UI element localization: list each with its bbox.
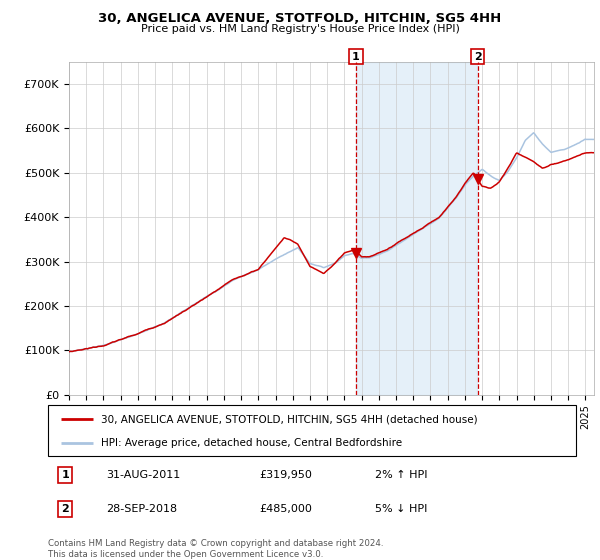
Text: 1: 1 <box>61 470 69 480</box>
Text: 1: 1 <box>352 52 360 62</box>
Text: £319,950: £319,950 <box>259 470 312 480</box>
Text: 31-AUG-2011: 31-AUG-2011 <box>106 470 181 480</box>
Text: 28-SEP-2018: 28-SEP-2018 <box>106 503 177 514</box>
Text: 2: 2 <box>61 503 69 514</box>
Text: 30, ANGELICA AVENUE, STOTFOLD, HITCHIN, SG5 4HH (detached house): 30, ANGELICA AVENUE, STOTFOLD, HITCHIN, … <box>101 414 478 424</box>
Text: £485,000: £485,000 <box>259 503 312 514</box>
Text: 5% ↓ HPI: 5% ↓ HPI <box>376 503 428 514</box>
Text: 2: 2 <box>474 52 482 62</box>
Text: 2% ↑ HPI: 2% ↑ HPI <box>376 470 428 480</box>
FancyBboxPatch shape <box>48 405 576 456</box>
Text: Contains HM Land Registry data © Crown copyright and database right 2024.
This d: Contains HM Land Registry data © Crown c… <box>48 539 383 559</box>
Text: 30, ANGELICA AVENUE, STOTFOLD, HITCHIN, SG5 4HH: 30, ANGELICA AVENUE, STOTFOLD, HITCHIN, … <box>98 12 502 25</box>
Text: HPI: Average price, detached house, Central Bedfordshire: HPI: Average price, detached house, Cent… <box>101 438 402 448</box>
Text: Price paid vs. HM Land Registry's House Price Index (HPI): Price paid vs. HM Land Registry's House … <box>140 24 460 34</box>
